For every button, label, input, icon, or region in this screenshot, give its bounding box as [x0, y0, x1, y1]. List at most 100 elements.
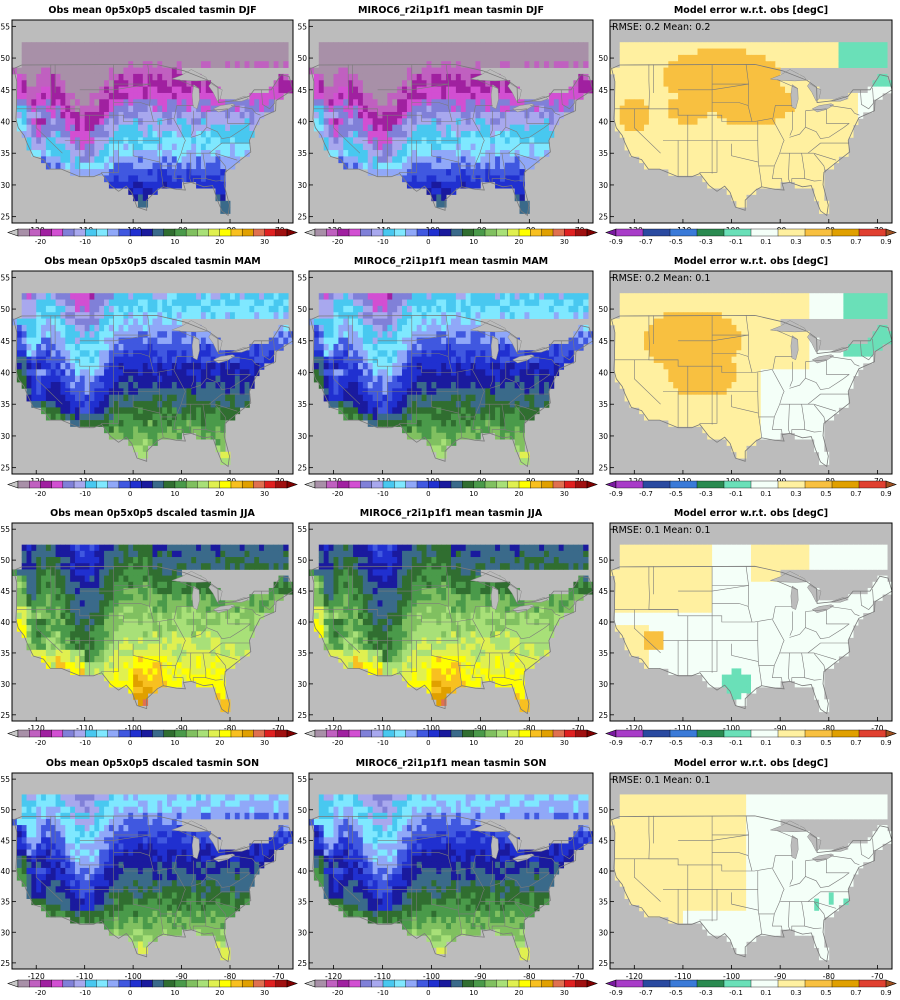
- data-cell: [504, 169, 511, 176]
- colorbar-swatch: [371, 228, 384, 237]
- data-cell: [89, 73, 95, 81]
- data-cell: [731, 150, 737, 157]
- data-cell: [123, 67, 129, 75]
- lat-tick-label: 50: [598, 54, 608, 63]
- data-cell: [84, 407, 90, 415]
- data-cell: [785, 61, 791, 68]
- data-cell: [65, 337, 71, 345]
- data-cell: [113, 401, 119, 408]
- data-cell: [31, 318, 37, 326]
- data-cell: [872, 92, 878, 100]
- data-cell: [225, 350, 231, 358]
- data-cell: [162, 299, 168, 307]
- data-cell: [421, 105, 427, 113]
- data-cell: [658, 111, 664, 119]
- colorbar-swatch: [73, 228, 86, 237]
- data-cell: [60, 388, 66, 396]
- data-cell: [31, 67, 37, 75]
- data-cell: [843, 54, 849, 62]
- data-cell: [94, 118, 100, 126]
- data-cell: [741, 194, 747, 202]
- data-cell: [785, 86, 791, 94]
- data-cell: [41, 150, 47, 157]
- data-cell: [731, 162, 737, 170]
- data-cell: [191, 293, 197, 300]
- data-cell: [186, 343, 192, 351]
- data-cell: [441, 86, 447, 94]
- data-cell: [318, 331, 325, 339]
- data-cell: [499, 169, 506, 176]
- data-cell: [573, 312, 579, 319]
- data-cell: [104, 369, 110, 377]
- data-cell: [36, 299, 42, 307]
- data-cell: [348, 293, 354, 300]
- data-cell: [692, 156, 698, 164]
- data-cell: [736, 67, 742, 75]
- data-cell: [239, 369, 245, 377]
- data-cell: [215, 118, 221, 126]
- data-cell: [89, 324, 95, 332]
- data-cell: [529, 42, 535, 49]
- data-cell: [328, 131, 334, 138]
- data-cell: [563, 105, 569, 113]
- data-cell: [431, 42, 437, 49]
- data-cell: [760, 105, 766, 113]
- data-cell: [230, 143, 236, 151]
- data-cell: [152, 80, 158, 88]
- data-cell: [673, 143, 679, 151]
- data-cell: [751, 73, 757, 81]
- data-cell: [509, 124, 516, 132]
- data-cell: [215, 388, 221, 396]
- data-cell: [514, 150, 520, 157]
- data-cell: [765, 111, 771, 119]
- data-cell: [568, 99, 574, 107]
- data-cell: [353, 337, 359, 345]
- data-cell: [653, 162, 660, 170]
- data-cell: [387, 92, 393, 100]
- data-cell: [843, 48, 849, 56]
- data-cell: [882, 48, 888, 56]
- data-cell: [495, 331, 501, 339]
- data-cell: [436, 48, 442, 56]
- state-boundary: [745, 64, 753, 122]
- data-cell: [678, 92, 684, 100]
- data-cell: [819, 181, 825, 189]
- data-cell: [210, 369, 216, 377]
- data-cell: [60, 413, 66, 421]
- data-cell: [614, 86, 621, 94]
- data-cell: [362, 80, 369, 88]
- data-cell: [328, 150, 334, 157]
- data-cell: [152, 426, 158, 434]
- data-cell: [323, 99, 329, 107]
- data-cell: [367, 156, 374, 164]
- data-cell: [721, 48, 728, 56]
- data-cell: [343, 318, 349, 326]
- data-cell: [639, 137, 645, 145]
- data-cell: [254, 356, 260, 364]
- data-cell: [186, 175, 192, 183]
- data-cell: [167, 312, 173, 319]
- data-cell: [142, 375, 149, 383]
- data-cell: [446, 73, 452, 81]
- data-cell: [191, 156, 197, 164]
- data-cell: [799, 137, 805, 145]
- data-cell: [200, 369, 207, 377]
- data-cell: [780, 169, 786, 176]
- data-cell: [436, 156, 442, 164]
- state-boundary: [508, 152, 537, 161]
- data-cell: [99, 48, 105, 56]
- data-cell: [21, 337, 27, 345]
- data-cell: [702, 67, 708, 75]
- data-cell: [123, 401, 129, 408]
- lat-tick-label: 35: [0, 149, 10, 158]
- data-cell: [70, 162, 76, 170]
- data-cell: [74, 92, 81, 100]
- data-cell: [65, 401, 71, 408]
- data-cell: [406, 175, 413, 183]
- state-boundary: [147, 64, 154, 122]
- data-cell: [460, 105, 467, 113]
- data-cell: [205, 305, 212, 313]
- data-cell: [583, 61, 589, 68]
- data-cell: [392, 318, 398, 326]
- data-cell: [152, 73, 158, 81]
